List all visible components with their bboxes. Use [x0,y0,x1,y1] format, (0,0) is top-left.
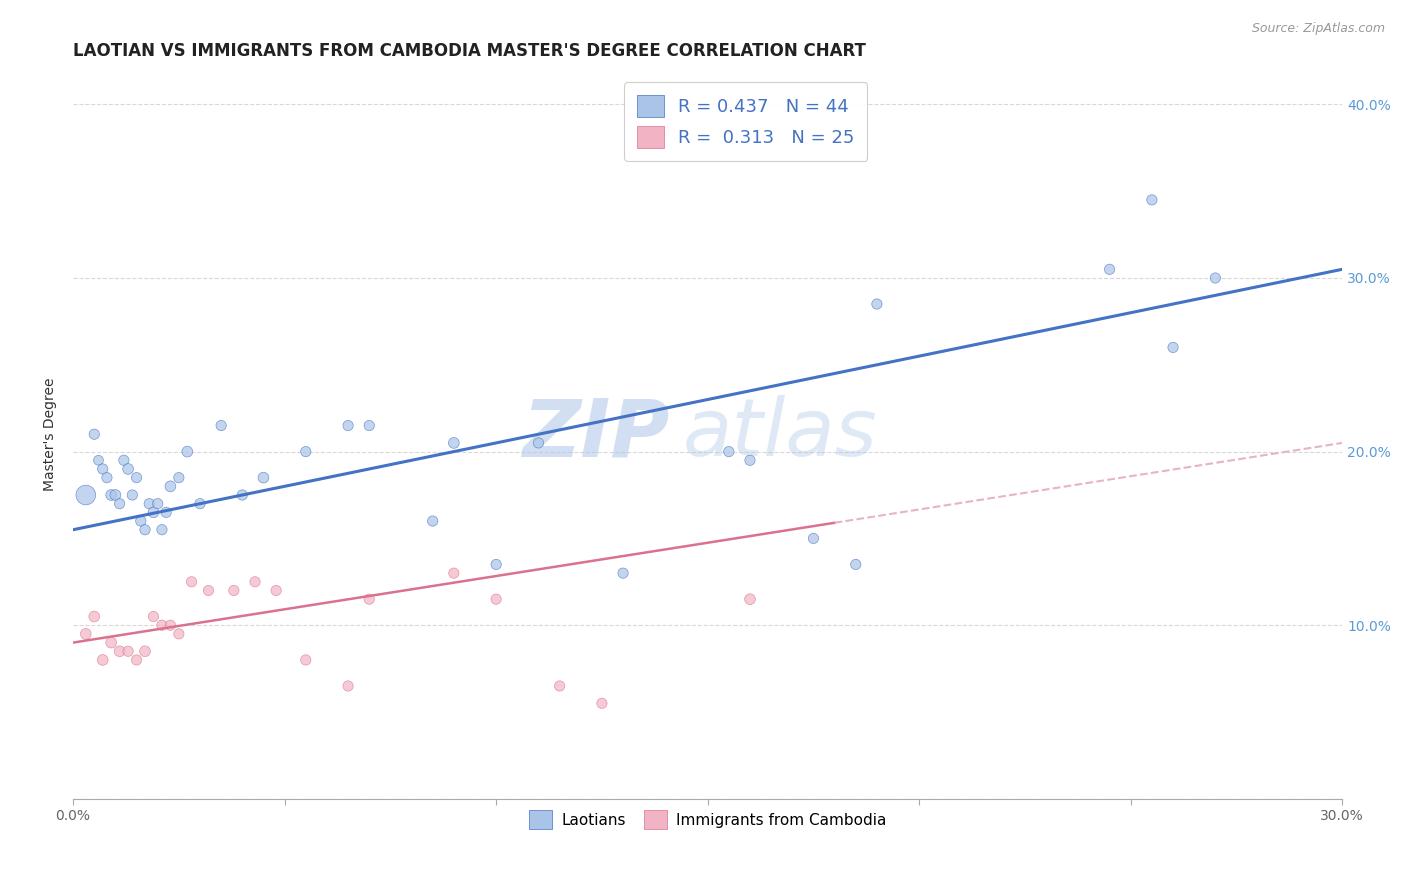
Point [738,453,761,467]
Point [121,488,143,502]
Point [209,418,232,433]
Point [146,497,169,511]
Point [87,453,110,467]
Point [866,297,889,311]
Point [591,696,613,710]
Point [222,583,245,598]
Point [104,488,127,502]
Point [167,627,190,641]
Point [337,679,360,693]
Point [108,644,131,658]
Point [252,470,274,484]
Point [654,123,676,137]
Point [1140,193,1163,207]
Point [159,479,181,493]
Point [125,470,148,484]
Point [359,592,381,607]
Point [155,505,177,519]
Point [803,532,825,546]
Point [150,618,173,632]
Point [231,488,253,502]
Point [294,653,316,667]
Point [612,566,634,581]
Point [100,488,122,502]
Point [138,497,160,511]
Point [443,436,465,450]
Point [717,444,740,458]
Point [125,653,148,667]
Point [142,609,165,624]
Point [337,418,360,433]
Point [294,444,316,458]
Point [738,592,761,607]
Text: atlas: atlas [682,395,877,474]
Point [142,505,165,519]
Point [359,418,381,433]
Point [134,523,156,537]
Point [129,514,152,528]
Text: ZIP: ZIP [522,395,669,474]
Legend: Laotians, Immigrants from Cambodia: Laotians, Immigrants from Cambodia [523,804,893,835]
Point [485,592,508,607]
Point [100,635,122,649]
Point [845,558,868,572]
Point [1204,271,1226,285]
Point [150,523,173,537]
Point [422,514,444,528]
Point [243,574,266,589]
Point [264,583,287,598]
Point [443,566,465,581]
Point [1098,262,1121,277]
Point [91,653,114,667]
Point [75,488,97,502]
Text: LAOTIAN VS IMMIGRANTS FROM CAMBODIA MASTER'S DEGREE CORRELATION CHART: LAOTIAN VS IMMIGRANTS FROM CAMBODIA MAST… [73,42,866,60]
Point [485,558,508,572]
Point [83,609,105,624]
Point [176,444,198,458]
Point [180,574,202,589]
Point [96,470,118,484]
Point [197,583,219,598]
Point [117,644,139,658]
Text: Source: ZipAtlas.com: Source: ZipAtlas.com [1251,22,1385,36]
Point [548,679,571,693]
Point [75,627,97,641]
Point [108,497,131,511]
Point [1161,340,1184,354]
Y-axis label: Master's Degree: Master's Degree [44,377,58,491]
Point [117,462,139,476]
Point [159,618,181,632]
Point [134,644,156,658]
Point [91,462,114,476]
Point [188,497,211,511]
Point [112,453,135,467]
Point [83,427,105,442]
Point [527,436,550,450]
Point [167,470,190,484]
